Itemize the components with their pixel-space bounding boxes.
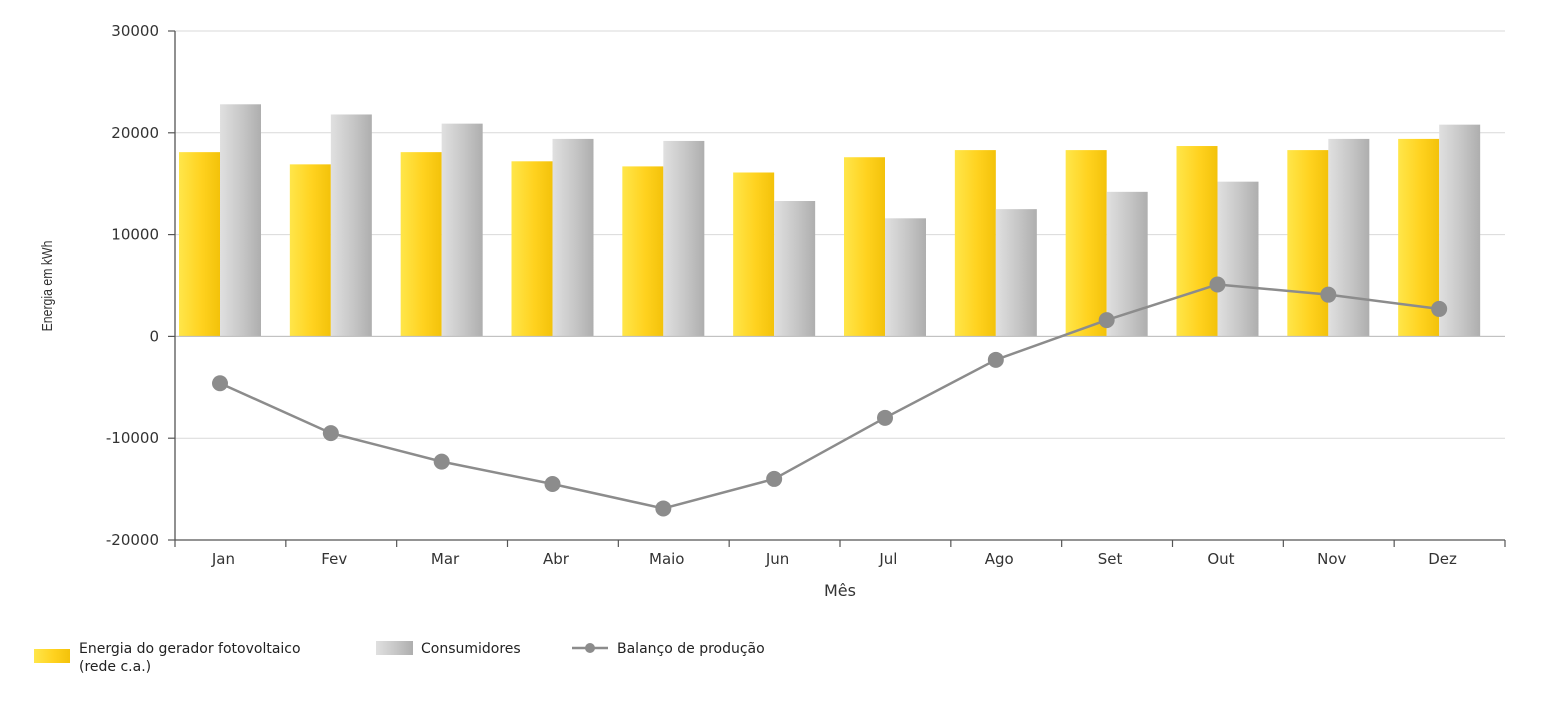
balance-point (877, 409, 893, 426)
legend-label: (rede c.a.) (79, 659, 151, 675)
bar-pv-energy (1176, 146, 1218, 337)
bar-consumers (1217, 181, 1259, 337)
y-tick-label: 20000 (111, 124, 159, 142)
x-tick-label: Maio (649, 550, 684, 568)
legend-item: Energia do gerador fotovoltaico (rede c.a… (34, 641, 301, 675)
bar-pv-energy (179, 152, 220, 337)
x-tick-label: Mar (431, 550, 460, 568)
balance-point (212, 375, 228, 392)
legend-swatch (376, 641, 413, 655)
line-series (212, 276, 1448, 517)
x-tick-label: Jun (765, 550, 789, 568)
bar-pv-energy (954, 150, 996, 337)
y-tick-label: 30000 (111, 22, 159, 40)
bar-consumers (220, 104, 261, 337)
bar-pv-energy (844, 157, 885, 337)
bar-pv-energy (511, 161, 553, 337)
legend-item: Consumidores (376, 641, 521, 657)
x-tick-label: Out (1207, 550, 1234, 568)
legend-swatch (34, 649, 70, 663)
axes (168, 30, 1506, 547)
bar-consumers (663, 140, 705, 337)
legend-item: Balanço de produção (572, 641, 765, 657)
bar-consumers (1439, 124, 1481, 337)
balance-point (433, 453, 450, 470)
bar-consumers (552, 138, 594, 337)
balance-point (1431, 300, 1448, 317)
x-tick-label: Jan (211, 550, 235, 568)
balance-point (766, 470, 783, 487)
balance-point (1098, 312, 1115, 329)
x-tick-label: Set (1098, 550, 1123, 568)
bar-pv-energy (622, 166, 664, 337)
balance-point (544, 476, 561, 493)
bar-consumers (885, 218, 926, 337)
x-tick-label: Dez (1428, 550, 1457, 568)
x-tick-label: Nov (1317, 550, 1346, 568)
legend-label: Consumidores (421, 641, 521, 657)
balance-point (1320, 286, 1337, 303)
bar-consumers (1328, 138, 1370, 337)
balance-point (1209, 276, 1226, 293)
legend-marker (585, 643, 595, 653)
balance-point (322, 425, 339, 442)
y-tick-label: 0 (149, 327, 159, 345)
bar-pv-energy (1065, 150, 1107, 337)
bars (179, 104, 1481, 337)
y-tick-label: 10000 (111, 226, 159, 244)
y-tick-label: -20000 (106, 531, 159, 549)
x-tick-label: Jul (878, 550, 897, 568)
balance-point (987, 351, 1004, 368)
bar-consumers (330, 114, 372, 337)
balance-line (219, 283, 1440, 510)
x-tick-label: Ago (985, 550, 1014, 568)
bar-pv-energy (733, 172, 775, 337)
y-axis-title: Energia em kWh (39, 241, 55, 332)
bar-consumers (774, 201, 816, 337)
x-tick-label: Fev (321, 550, 347, 568)
x-axis-title: Mês (824, 581, 856, 600)
y-tick-label: -10000 (106, 429, 159, 447)
x-tick-labels: Jan Fev Mar Abr Maio Jun Jul Ago Set Out Nov Dez (211, 550, 1457, 568)
y-tick-labels: -20000 -10000 0 10000 20000 30000 (106, 22, 159, 549)
legend-label: Balanço de produção (617, 641, 765, 657)
bar-pv-energy (289, 164, 331, 337)
balance-point (655, 500, 672, 517)
legend-label: Energia do gerador fotovoltaico (79, 641, 301, 657)
x-tick-label: Abr (543, 550, 570, 568)
bar-consumers (995, 209, 1037, 337)
bar-pv-energy (400, 152, 442, 337)
bar-consumers (441, 123, 483, 337)
legend: Energia do gerador fotovoltaico (rede c.a… (34, 641, 765, 675)
bar-pv-energy (1287, 150, 1329, 337)
